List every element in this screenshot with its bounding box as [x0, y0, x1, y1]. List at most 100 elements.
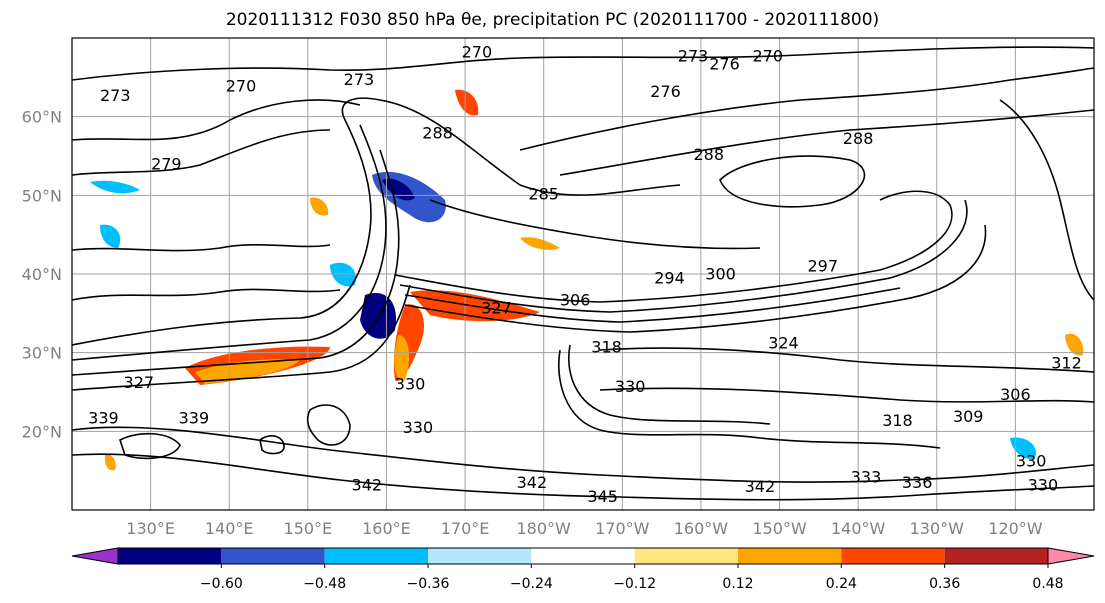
lon-tick-label: 140°E — [205, 519, 254, 538]
pc-shade-blob — [100, 224, 121, 248]
contour-label: 276 — [650, 82, 681, 101]
colorbar-swatch — [221, 548, 325, 564]
contour — [259, 435, 285, 455]
contour-label: 330 — [615, 377, 646, 396]
contour-label: 270 — [462, 43, 493, 62]
colorbar-outline — [117, 547, 1049, 565]
colorbar-swatch — [944, 548, 1048, 564]
contour-label: 276 — [709, 54, 740, 73]
colorbar-extend-high — [1047, 547, 1095, 565]
pc-shade-blob — [330, 262, 356, 287]
colorbar: −0.60 −0.48 −0.36 −0.24 −0.12 0.12 0.24 0.36 0.4… — [71, 547, 1095, 592]
pc-shade-blob — [90, 180, 140, 194]
colorbar-tick-label: −0.36 — [407, 576, 450, 592]
lon-tick-label: 140°W — [831, 519, 886, 538]
lon-tick-label: 170°E — [441, 519, 490, 538]
colorbar-tick-label: −0.12 — [613, 576, 656, 592]
pc-shade-blob — [455, 89, 479, 116]
colorbar-tick-label: 0.12 — [722, 576, 753, 592]
contour — [119, 432, 181, 460]
jet-contour — [404, 224, 987, 333]
contour-label: 345 — [587, 487, 618, 506]
contour — [72, 426, 1094, 483]
lat-tick-label: 20°N — [22, 422, 62, 441]
contour-label: 336 — [902, 473, 933, 492]
contour — [999, 99, 1094, 301]
contour — [306, 404, 351, 446]
colorbar-swatch — [324, 548, 428, 564]
lat-tick-label: 60°N — [22, 108, 62, 127]
contour-label: 273 — [344, 70, 375, 89]
jet-contour — [558, 349, 941, 449]
colorbar-tick-label: −0.60 — [200, 576, 243, 592]
jet-contour — [568, 344, 771, 425]
contour-label: 285 — [528, 184, 559, 203]
jet-contour — [399, 199, 968, 313]
longitude-tick-labels: 130°E 140°E 150°E 160°E 170°E 180°W 170°W 160°W… — [126, 519, 1042, 538]
pc-shade-blob — [310, 197, 329, 216]
contour — [599, 387, 1094, 403]
lat-tick-label: 30°N — [22, 344, 62, 363]
colorbar-swatch — [428, 548, 532, 564]
lon-tick-label: 180°W — [517, 519, 572, 538]
jet-contour — [394, 190, 953, 303]
contour-label: 342 — [745, 477, 776, 496]
colorbar-tick-label: 0.24 — [826, 576, 857, 592]
lon-tick-label: 160°E — [362, 519, 411, 538]
figure-title: 2020111312 F030 850 hPa θe, precipitatio… — [225, 10, 880, 30]
lat-tick-label: 50°N — [22, 186, 62, 205]
jet-contour — [404, 287, 901, 323]
jet-contour — [72, 97, 681, 346]
lon-tick-label: 130°E — [126, 519, 175, 538]
colorbar-swatch — [118, 548, 222, 564]
lon-tick-label: 170°W — [595, 519, 650, 538]
lon-tick-label: 120°W — [988, 519, 1043, 538]
map-frame — [71, 37, 1095, 511]
contour-label: 339 — [179, 408, 210, 427]
colorbar-tick-label: −0.48 — [303, 576, 346, 592]
colorbar-swatch — [738, 548, 842, 564]
contour — [72, 453, 1094, 501]
contour — [72, 288, 341, 301]
pc-shade-blob — [520, 237, 560, 250]
contour-label: 309 — [953, 407, 984, 426]
jet-contour — [72, 284, 411, 391]
contour-label: 300 — [705, 265, 736, 284]
colorbar-tick-label: 0.36 — [929, 576, 960, 592]
lon-tick-label: 160°W — [674, 519, 729, 538]
contour — [519, 67, 1094, 151]
lon-tick-label: 150°E — [284, 519, 333, 538]
contour-label: 339 — [88, 408, 119, 427]
contour-label: 333 — [851, 467, 882, 486]
contour — [72, 129, 331, 176]
contour-label: 288 — [843, 129, 874, 148]
theta-e-contours — [72, 46, 1094, 501]
lon-tick-label: 150°W — [752, 519, 807, 538]
contour — [72, 244, 331, 252]
contour-label: 288 — [422, 124, 453, 143]
contour-label: 270 — [226, 76, 257, 95]
contour-label: 297 — [808, 257, 839, 276]
contour-label: 330 — [1016, 452, 1047, 471]
contour-label: 342 — [517, 473, 548, 492]
contour-label: 318 — [591, 338, 622, 357]
contour — [599, 347, 1094, 373]
lat-tick-label: 40°N — [22, 265, 62, 284]
contour-label: 330 — [395, 375, 426, 394]
contour-label: 279 — [151, 154, 182, 173]
contour — [72, 99, 361, 141]
lon-tick-label: 130°W — [910, 519, 965, 538]
contour-label: 327 — [481, 298, 512, 317]
colorbar-swatch — [531, 548, 635, 564]
pc-shade-blob — [360, 293, 396, 339]
colorbar-tick-label: 0.48 — [1032, 576, 1063, 592]
latitude-tick-labels: 20°N 30°N 40°N 50°N 60°N — [22, 108, 62, 442]
contour-label: 324 — [768, 334, 799, 353]
jet-contour — [72, 124, 387, 361]
contour-label: 318 — [882, 411, 913, 430]
contour-label: 288 — [694, 145, 725, 164]
contour — [429, 199, 761, 250]
pc-shade-blob — [1065, 333, 1084, 356]
contour-label: 270 — [752, 47, 783, 66]
